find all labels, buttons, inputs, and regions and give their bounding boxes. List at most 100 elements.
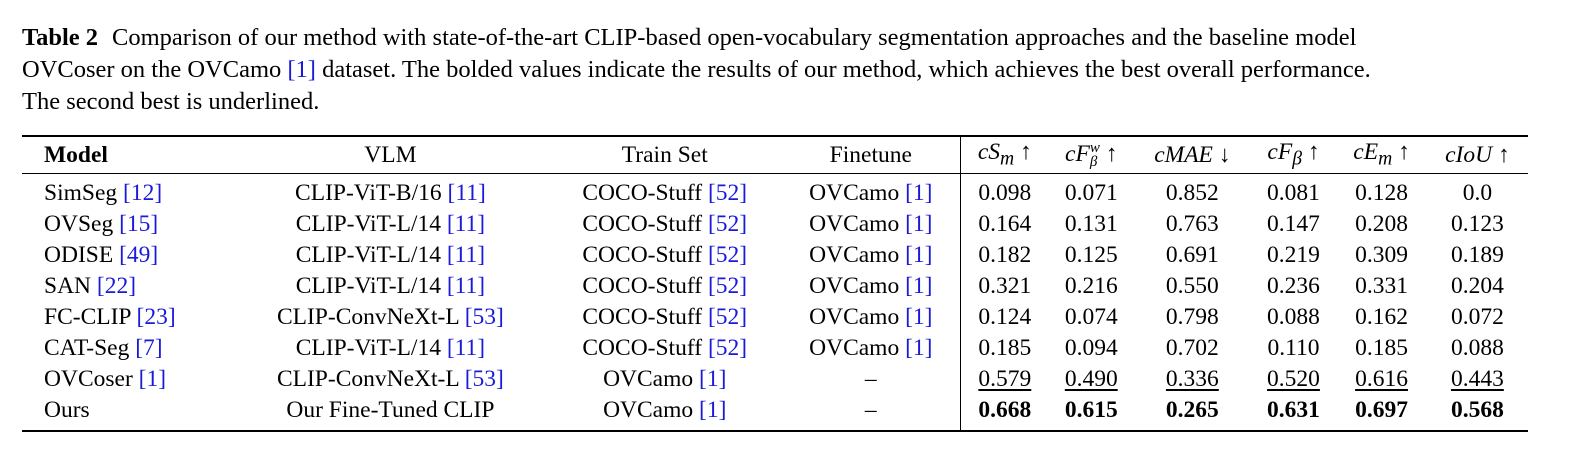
up-arrow-icon: ↑ (1398, 139, 1410, 166)
cell-ciou: 0.088 (1450, 335, 1504, 361)
citation-link[interactable]: [52] (707, 335, 748, 361)
vlm-name: CLIP-ViT-L/14 (295, 242, 447, 268)
cell-cfb: 0.219 (1267, 242, 1320, 268)
citation-link[interactable]: [11] (446, 273, 486, 299)
cell-cfb: 0.147 (1267, 211, 1320, 237)
citation-link[interactable]: [1] (138, 366, 167, 392)
finetune-name: – (864, 366, 877, 392)
cell-ciou: 0.0 (1462, 180, 1493, 206)
metric-symbol: cE (1353, 139, 1379, 166)
metric-symbol: cF (1267, 139, 1293, 166)
cell-cfw: 0.094 (1064, 335, 1118, 361)
citation-link[interactable]: [1] (905, 242, 933, 268)
cell-finetune: OVCamo [1] (781, 240, 962, 271)
header-cem: cEm ↑ (1336, 136, 1427, 174)
cell-cem: 0.331 (1355, 273, 1408, 299)
cell-model: OVCoser [1] (22, 364, 233, 395)
caption-text: OVCoser on the OVCamo (22, 56, 288, 83)
citation-link[interactable]: [15] (119, 211, 159, 237)
citation-link[interactable]: [12] (123, 180, 163, 206)
citation-link[interactable]: [1] (905, 180, 933, 206)
cell-ciou: 0.443 (1450, 366, 1504, 392)
cell-cem: 0.208 (1355, 211, 1408, 237)
cell-finetune: OVCamo [1] (781, 173, 962, 209)
citation-link[interactable]: [23] (136, 304, 176, 330)
up-arrow-icon: ↑ (1307, 139, 1320, 166)
header-model: Model (44, 141, 108, 168)
citation-link[interactable]: [22] (96, 273, 137, 299)
citation-link[interactable]: [53] (464, 366, 504, 392)
cell-cfw: 0.125 (1064, 242, 1118, 268)
cell-vlm: CLIP-ViT-L/14 [11] (233, 333, 548, 364)
citation-link[interactable]: [7] (135, 335, 163, 361)
metric-symbol: cS (977, 139, 1001, 166)
citation-link[interactable]: [11] (446, 335, 486, 361)
cell-csm: 0.164 (978, 211, 1032, 237)
header-ciou: cIoU ↑ (1427, 136, 1528, 174)
cell-csm: 0.098 (978, 180, 1032, 206)
metric-symbol: cF (1065, 140, 1090, 167)
cell-train-set: OVCamo [1] (548, 364, 781, 395)
citation-link[interactable]: [1] (699, 397, 727, 423)
citation-link[interactable]: [53] (464, 304, 504, 330)
cell-cfw: 0.216 (1064, 273, 1118, 299)
train-set-name: OVCamo (603, 397, 700, 423)
cell-model: CAT-Seg [7] (22, 333, 233, 364)
caption-text: Comparison of our method with state-of-t… (112, 24, 1357, 51)
citation-link[interactable]: [52] (707, 180, 748, 206)
citation-link[interactable]: [52] (707, 304, 748, 330)
vlm-name: Our Fine-Tuned CLIP (286, 397, 495, 423)
cell-ciou: 0.568 (1450, 397, 1504, 423)
citation-link[interactable]: [1] (905, 211, 933, 237)
header-finetune: Finetune (781, 136, 962, 174)
cell-cfb: 0.631 (1267, 397, 1320, 423)
citation-link[interactable]: [49] (119, 242, 159, 268)
cell-cem: 0.616 (1355, 366, 1408, 392)
citation-link[interactable]: [52] (707, 273, 748, 299)
metric-subscript: m (1378, 148, 1393, 170)
table-row: OVCoser [1] CLIP-ConvNeXt-L [53] OVCamo … (22, 364, 1528, 395)
vlm-name: CLIP-ViT-L/14 (295, 335, 447, 361)
cell-train-set: COCO-Stuff [52] (548, 240, 781, 271)
cell-train-set: COCO-Stuff [52] (548, 209, 781, 240)
vlm-name: CLIP-ViT-L/14 (295, 273, 447, 299)
citation-link[interactable]: [1] (905, 304, 933, 330)
cell-cem: 0.697 (1355, 397, 1408, 423)
train-set-name: COCO-Stuff (582, 304, 708, 330)
header-cfw: cF w β ↑ (1048, 136, 1134, 174)
up-arrow-icon: ↑ (1497, 141, 1510, 168)
cell-cfb: 0.520 (1267, 366, 1320, 392)
metric-symbol: cMAE (1154, 141, 1213, 168)
table-row: FC-CLIP [23] CLIP-ConvNeXt-L [53] COCO-S… (22, 302, 1528, 333)
citation-link[interactable]: [52] (707, 211, 748, 237)
model-name: ODISE (44, 242, 120, 268)
train-set-name: COCO-Stuff (582, 242, 708, 268)
table-row: SAN [22] CLIP-ViT-L/14 [11] COCO-Stuff [… (22, 271, 1528, 302)
citation-link[interactable]: [1] (905, 273, 933, 299)
citation-link[interactable]: [11] (446, 211, 486, 237)
model-name: OVCoser (44, 366, 139, 392)
citation-link[interactable]: [11] (446, 242, 486, 268)
vlm-name: CLIP-ViT-B/16 (295, 180, 448, 206)
comparison-table: Model VLM Train Set Finetune cSm ↑ cF w β … (22, 135, 1528, 432)
table-row: OVSeg [15] CLIP-ViT-L/14 [11] COCO-Stuff… (22, 209, 1528, 240)
up-arrow-icon: ↑ (1105, 140, 1118, 167)
header-train-set: Train Set (621, 141, 708, 168)
cell-cmae: 0.691 (1165, 242, 1219, 268)
cell-cem: 0.162 (1355, 304, 1408, 330)
cell-finetune: OVCamo [1] (781, 271, 962, 302)
citation-link[interactable]: [11] (447, 180, 486, 206)
cell-csm: 0.124 (978, 304, 1032, 330)
cell-model: Ours (22, 395, 233, 431)
citation-link[interactable]: [1] (699, 366, 727, 392)
cell-train-set: COCO-Stuff [52] (548, 333, 781, 364)
cell-finetune: OVCamo [1] (781, 302, 962, 333)
citation-link[interactable]: [52] (707, 242, 748, 268)
citation-link[interactable]: [1] (287, 56, 316, 83)
citation-link[interactable]: [1] (905, 335, 933, 361)
model-name: SAN (44, 273, 97, 299)
metric-superscript: w (1089, 140, 1100, 157)
header-csm: cSm ↑ (961, 136, 1049, 174)
table-row: CAT-Seg [7] CLIP-ViT-L/14 [11] COCO-Stuf… (22, 333, 1528, 364)
cell-model: FC-CLIP [23] (22, 302, 233, 333)
